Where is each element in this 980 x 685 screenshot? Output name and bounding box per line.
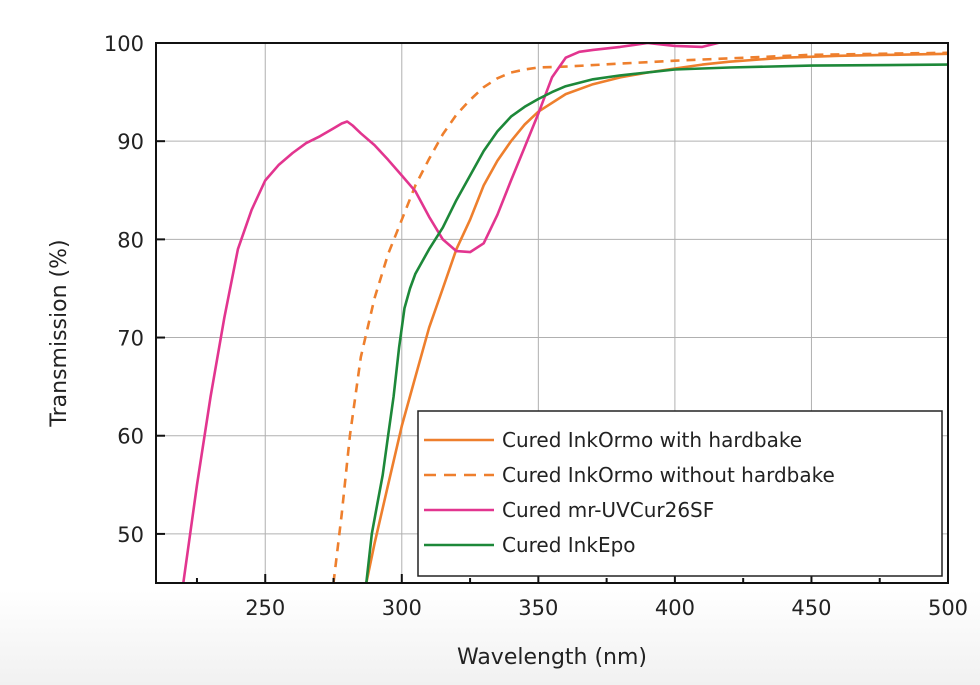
y-axis-title: Transmission (%) bbox=[47, 239, 72, 427]
x-tick-label: 300 bbox=[382, 596, 422, 620]
x-tick-labels: 250 300 350 400 450 500 bbox=[245, 596, 968, 620]
series-line-4 bbox=[364, 63, 948, 583]
y-tick-label: 100 bbox=[104, 32, 144, 56]
legend-label-2: Cured InkOrmo without hardbake bbox=[502, 463, 835, 487]
y-tick-label: 70 bbox=[117, 327, 144, 351]
x-tick-label: 500 bbox=[928, 596, 968, 620]
tick-marks bbox=[156, 42, 949, 583]
legend-label-4: Cured InkEpo bbox=[502, 533, 636, 557]
y-tick-label: 90 bbox=[117, 130, 144, 154]
x-tick-label: 400 bbox=[655, 596, 695, 620]
series-line-1 bbox=[364, 52, 948, 583]
y-tick-label: 60 bbox=[117, 425, 144, 449]
series-line-3 bbox=[182, 43, 724, 583]
legend-label-3: Cured mr-UVCur26SF bbox=[502, 498, 714, 522]
x-tick-label: 350 bbox=[518, 596, 558, 620]
y-tick-label: 80 bbox=[117, 228, 144, 252]
legend-label-1: Cured InkOrmo with hardbake bbox=[502, 428, 802, 452]
x-tick-label: 250 bbox=[245, 596, 285, 620]
x-tick-label: 450 bbox=[791, 596, 831, 620]
plot-frame bbox=[155, 42, 949, 584]
legend-box bbox=[417, 410, 943, 577]
x-axis-title: Wavelength (nm) bbox=[457, 645, 647, 670]
y-tick-labels: 50 60 70 80 90 100 bbox=[104, 32, 144, 547]
y-tick-label: 50 bbox=[117, 523, 144, 547]
series-line-2 bbox=[332, 51, 948, 583]
series-layer bbox=[182, 43, 948, 583]
legend: Cured InkOrmo with hardbake Cured InkOrmo… bbox=[417, 410, 943, 577]
gridlines bbox=[156, 42, 949, 583]
